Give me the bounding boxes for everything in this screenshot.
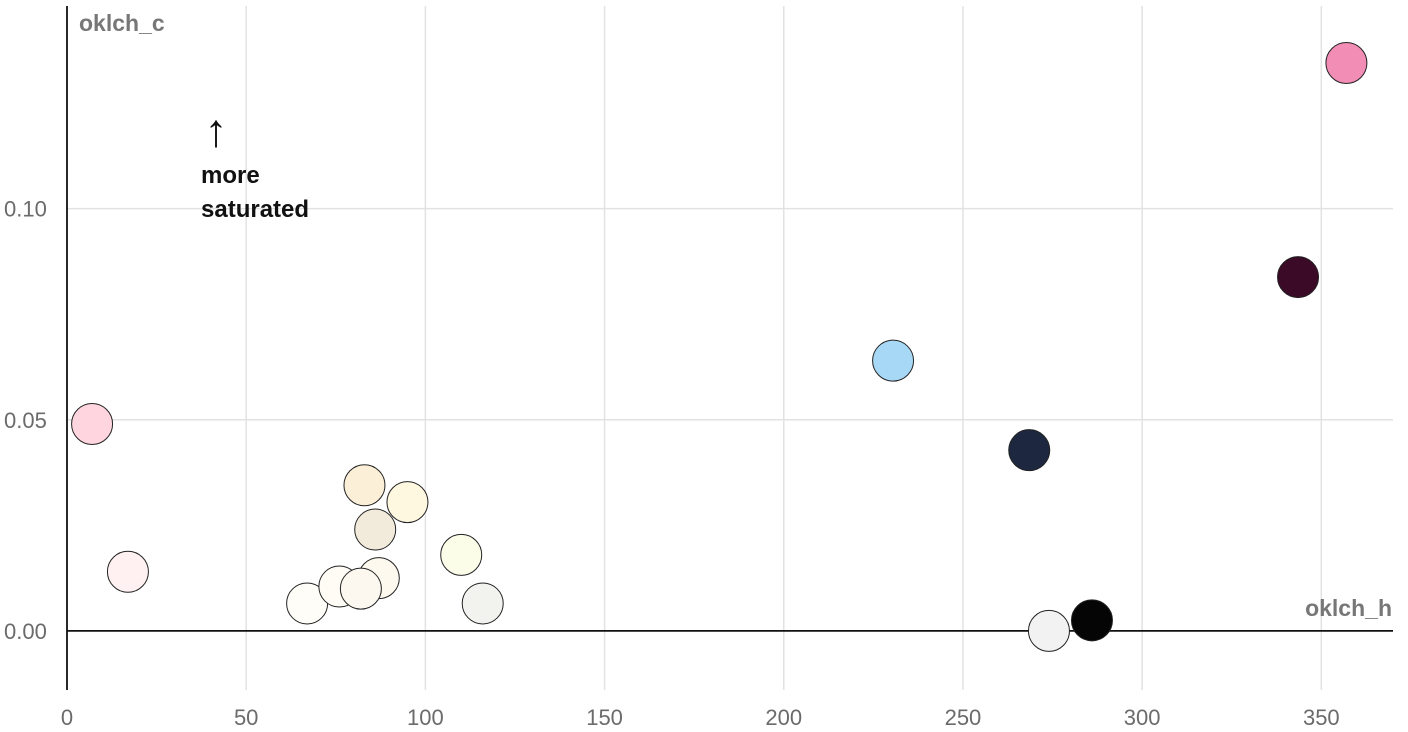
x-tick-label: 250 xyxy=(945,705,982,730)
x-tick-label: 350 xyxy=(1303,705,1340,730)
annotation: ↑ more saturated xyxy=(201,104,309,223)
y-tick-label: 0.05 xyxy=(4,408,47,433)
scatter-point xyxy=(1070,599,1113,642)
x-tick-label: 50 xyxy=(234,705,258,730)
scatter-point xyxy=(354,508,397,551)
y-axis-label: oklch_c xyxy=(79,10,165,36)
x-tick-label: 0 xyxy=(61,705,73,730)
x-tick-label: 150 xyxy=(586,705,623,730)
x-axis-label: oklch_h xyxy=(1305,595,1392,621)
scatter-point xyxy=(386,481,429,524)
annotation-line-more: more xyxy=(201,162,260,189)
annotation-line-saturated: saturated xyxy=(201,196,309,223)
scatter-point xyxy=(440,533,483,576)
x-tick-label: 100 xyxy=(407,705,444,730)
up-arrow-icon: ↑ xyxy=(205,104,228,156)
x-tick-label: 300 xyxy=(1124,705,1161,730)
labels-layer: oklch_c oklch_h xyxy=(79,10,1392,621)
scatter-point xyxy=(461,582,504,625)
y-tick-label: 0.00 xyxy=(4,619,47,644)
scatter-point xyxy=(872,339,915,382)
scatter-point xyxy=(71,403,114,445)
scatter-point xyxy=(1277,256,1320,299)
scatter-point xyxy=(343,464,386,507)
x-tick-label: 200 xyxy=(765,705,802,730)
y-tick-label: 0.10 xyxy=(4,197,47,222)
scatter-point xyxy=(1325,42,1368,84)
scatter-point xyxy=(1008,429,1051,472)
grid-layer xyxy=(67,6,1393,690)
scatter-point xyxy=(106,550,149,593)
axis-layer: 0 50 100 150 200 250 300 350 0.00 0.05 0.10 xyxy=(4,6,1393,730)
points-layer xyxy=(71,42,1368,652)
scatter-point xyxy=(339,567,382,610)
scatter-point xyxy=(1027,609,1070,652)
